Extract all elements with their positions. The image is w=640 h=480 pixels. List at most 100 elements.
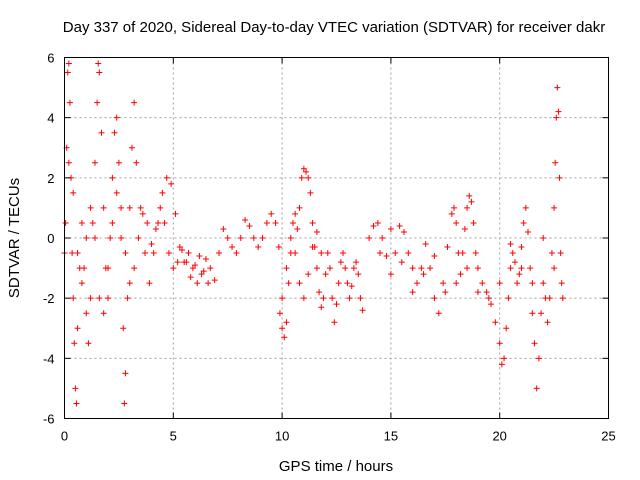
x-axis-label: GPS time / hours xyxy=(279,458,393,475)
data-point xyxy=(276,310,283,317)
data-point xyxy=(272,219,279,226)
data-point xyxy=(126,280,133,287)
data-point xyxy=(298,174,305,181)
data-point xyxy=(71,340,78,347)
data-point xyxy=(157,204,164,211)
data-point xyxy=(237,235,244,241)
y-tick-label: 4 xyxy=(47,111,54,126)
data-point xyxy=(170,265,177,272)
data-point xyxy=(87,204,94,211)
data-point xyxy=(174,259,181,266)
data-point xyxy=(474,289,481,296)
data-point xyxy=(366,235,373,241)
data-point xyxy=(111,129,118,136)
data-point xyxy=(220,225,227,232)
data-point xyxy=(100,310,107,317)
data-point xyxy=(87,295,94,302)
data-point xyxy=(331,319,338,326)
data-point xyxy=(464,204,471,211)
data-point xyxy=(533,385,540,392)
data-point xyxy=(374,219,381,226)
data-point xyxy=(83,310,90,317)
data-point xyxy=(431,295,438,302)
data-point xyxy=(133,159,140,166)
axis-ticks xyxy=(64,57,609,419)
data-point xyxy=(89,219,96,226)
data-point xyxy=(440,280,447,287)
data-point xyxy=(95,60,102,67)
data-point xyxy=(501,355,508,362)
data-point xyxy=(457,271,464,278)
data-point xyxy=(535,355,542,362)
data-point xyxy=(556,174,563,181)
data-point xyxy=(137,204,144,211)
data-point xyxy=(96,69,103,76)
data-point xyxy=(296,204,303,211)
data-point xyxy=(309,244,316,251)
data-point xyxy=(355,271,362,278)
data-point xyxy=(294,225,301,232)
data-point xyxy=(350,265,357,272)
data-point xyxy=(479,280,486,287)
data-point xyxy=(431,253,438,260)
x-tick-label: 20 xyxy=(492,429,506,444)
data-point xyxy=(370,222,377,229)
data-point xyxy=(250,235,257,241)
data-point xyxy=(105,265,112,272)
data-point xyxy=(316,289,323,296)
data-point xyxy=(400,228,407,235)
y-tick-label: -6 xyxy=(43,412,55,427)
data-point xyxy=(185,250,192,257)
data-point xyxy=(72,385,79,392)
data-point xyxy=(183,259,190,266)
data-point xyxy=(194,280,201,287)
data-point xyxy=(74,325,81,332)
data-point xyxy=(420,271,427,278)
y-tick-label: -4 xyxy=(43,351,55,366)
data-point xyxy=(122,250,129,257)
data-point xyxy=(346,295,353,302)
x-tick-label: 15 xyxy=(384,429,398,444)
data-point xyxy=(442,289,449,296)
data-point xyxy=(202,256,209,263)
data-point xyxy=(357,295,364,302)
data-point xyxy=(62,219,69,226)
y-tick-label: 0 xyxy=(47,231,54,246)
data-point xyxy=(309,219,316,226)
data-point xyxy=(296,280,303,287)
data-point xyxy=(540,235,547,241)
chart-title: Day 337 of 2020, Sidereal Day-to-day VTE… xyxy=(63,19,605,36)
data-point xyxy=(529,280,536,287)
data-point xyxy=(285,280,292,287)
data-point xyxy=(131,265,138,272)
data-point xyxy=(120,325,127,332)
data-point xyxy=(176,244,183,251)
data-point xyxy=(527,265,534,272)
data-point xyxy=(107,235,114,241)
data-point xyxy=(146,280,153,287)
data-point xyxy=(483,289,490,296)
data-point xyxy=(326,265,333,272)
data-point xyxy=(474,265,481,272)
data-point xyxy=(353,259,360,266)
data-point xyxy=(548,250,555,257)
data-point xyxy=(466,192,473,199)
data-point xyxy=(96,295,103,302)
data-point xyxy=(538,310,545,317)
data-point xyxy=(259,235,266,241)
data-point xyxy=(283,319,290,326)
data-point xyxy=(398,259,405,266)
data-point xyxy=(453,280,460,287)
data-point xyxy=(70,295,77,302)
data-point xyxy=(427,265,434,272)
data-point xyxy=(387,271,394,278)
data-point xyxy=(105,295,112,302)
data-point xyxy=(444,244,451,251)
data-point xyxy=(464,265,471,272)
data-point xyxy=(387,225,394,232)
data-point xyxy=(492,319,499,326)
data-point xyxy=(496,280,503,287)
data-point xyxy=(405,250,412,257)
data-point xyxy=(192,262,199,269)
